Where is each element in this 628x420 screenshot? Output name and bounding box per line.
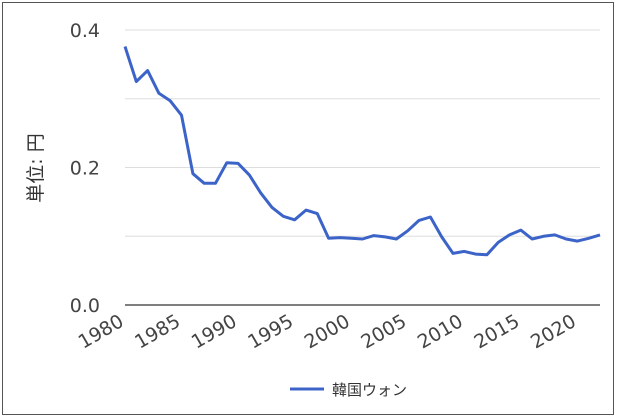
x-tick-label: 2005 <box>357 310 410 353</box>
x-tick-label: 2020 <box>527 310 580 353</box>
y-tick-label: 0.2 <box>70 158 100 180</box>
x-axis-ticks: 1980 1985 1990 1995 2000 2005 2010 2015 2020 <box>75 310 580 353</box>
y-tick-label: 0.0 <box>70 295 100 317</box>
y-axis-ticks: 0.0 0.2 0.4 <box>70 20 100 317</box>
y-axis-label: 単位: 円 <box>25 133 47 202</box>
x-tick-label: 2010 <box>414 310 467 353</box>
chart-frame <box>2 2 614 415</box>
legend: 韓国ウォン <box>290 381 407 399</box>
x-tick-label: 1985 <box>131 310 184 353</box>
y-tick-label: 0.4 <box>70 20 100 42</box>
x-tick-label: 1990 <box>188 310 241 353</box>
x-tick-label: 1995 <box>244 310 297 353</box>
x-tick-label: 2015 <box>470 310 523 353</box>
legend-label: 韓国ウォン <box>332 381 407 399</box>
series-layer <box>123 46 601 257</box>
x-tick-label: 2000 <box>301 310 354 353</box>
gridlines <box>125 29 600 306</box>
series-line <box>123 46 601 257</box>
